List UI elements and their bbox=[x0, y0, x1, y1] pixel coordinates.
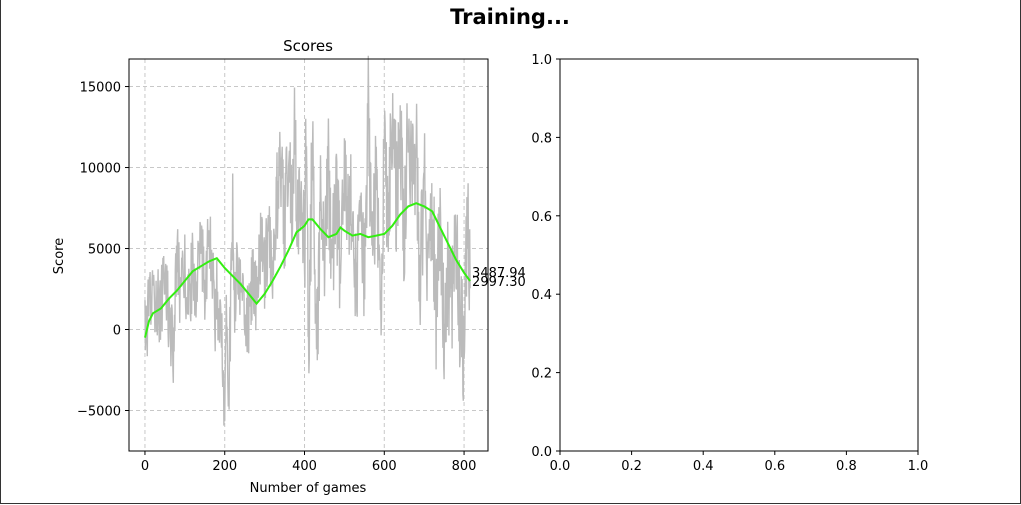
empty-y-tick-label: 0.0 bbox=[531, 445, 552, 460]
figure-suptitle: Training... bbox=[450, 5, 570, 29]
empty-x-tick-label: 0.6 bbox=[764, 459, 785, 474]
empty-y-tick-label: 0.8 bbox=[531, 131, 552, 146]
scores-x-tick-label: 0 bbox=[141, 459, 149, 474]
scores-y-tick-label: 0 bbox=[113, 324, 121, 339]
empty-y-tick-label: 0.4 bbox=[531, 288, 552, 303]
scores-y-axis-label: Score bbox=[52, 238, 67, 274]
scores-axes: Scores Number of games Score 0 200 400 600 8… bbox=[52, 37, 526, 496]
empty-x-tick-label: 1.0 bbox=[908, 459, 929, 474]
scores-y-tick-label: −5000 bbox=[77, 405, 121, 420]
empty-x-tick-label: 0.2 bbox=[621, 459, 642, 474]
empty-x-tick-label: 0.0 bbox=[550, 459, 571, 474]
scores-x-tick-label: 800 bbox=[452, 459, 477, 474]
scores-x-tick-label: 200 bbox=[212, 459, 237, 474]
scores-x-tick-label: 600 bbox=[372, 459, 397, 474]
scores-y-tick-label: 5000 bbox=[88, 243, 121, 258]
mean-score-annotation: 2997.30 bbox=[472, 275, 526, 290]
empty-axes: 0.0 0.2 0.4 0.6 0.8 1.0 0.0 0.2 0.4 0.6 0.8 1.0 bbox=[531, 53, 928, 474]
empty-frame bbox=[560, 59, 918, 451]
scores-y-tick-label: 10000 bbox=[80, 162, 121, 177]
empty-x-tick-label: 0.8 bbox=[836, 459, 857, 474]
empty-x-tick-label: 0.4 bbox=[693, 459, 714, 474]
empty-y-tick-label: 1.0 bbox=[531, 53, 552, 68]
empty-y-tick-label: 0.2 bbox=[531, 367, 552, 382]
scores-y-tick-label: 15000 bbox=[80, 81, 121, 96]
scores-x-tick-label: 400 bbox=[292, 459, 317, 474]
scores-x-axis-label: Number of games bbox=[250, 481, 367, 496]
raw-score-line bbox=[145, 56, 470, 426]
empty-y-tick-label: 0.6 bbox=[531, 210, 552, 225]
scores-axes-title: Scores bbox=[283, 37, 333, 55]
